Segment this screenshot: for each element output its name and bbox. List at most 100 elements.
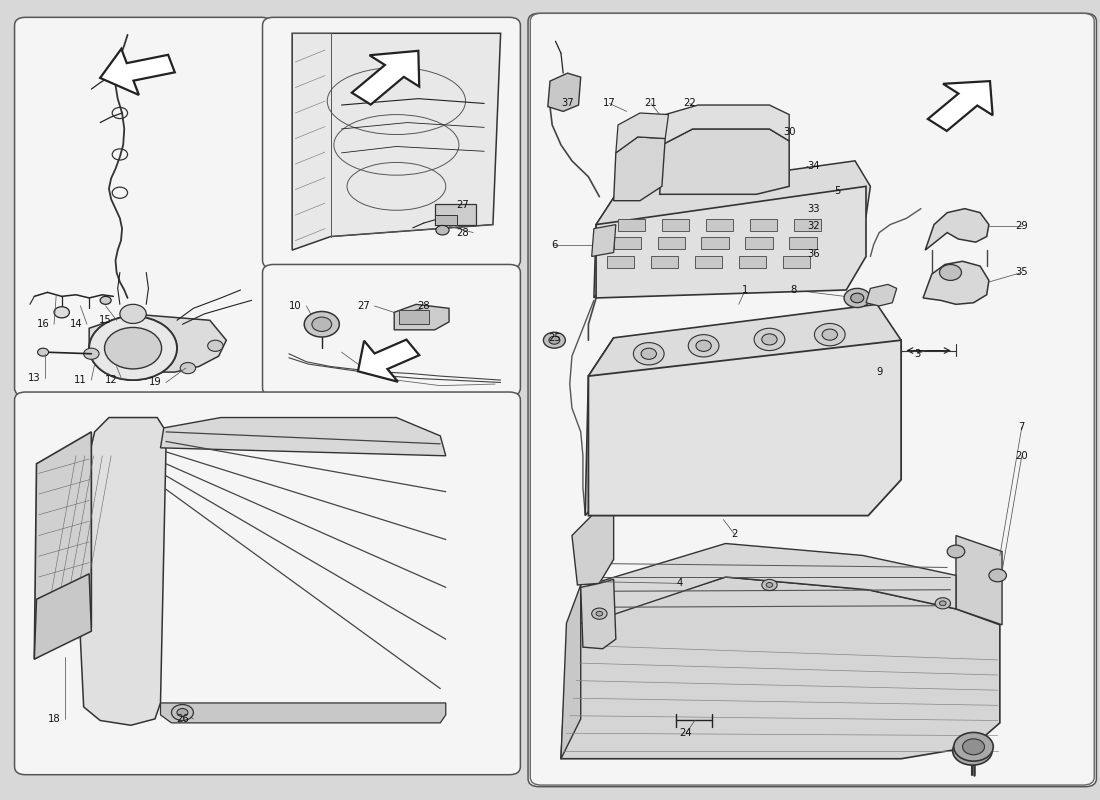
Bar	[706, 219, 734, 231]
Bar	[793, 219, 821, 231]
Text: 28: 28	[418, 301, 430, 311]
Polygon shape	[585, 338, 616, 515]
Circle shape	[592, 608, 607, 619]
Bar	[695, 257, 723, 269]
Polygon shape	[80, 418, 166, 726]
Text: 1: 1	[742, 285, 748, 295]
Text: 10: 10	[289, 301, 301, 311]
Polygon shape	[100, 49, 175, 95]
Circle shape	[596, 611, 603, 616]
FancyBboxPatch shape	[14, 392, 520, 774]
Circle shape	[961, 743, 983, 758]
Polygon shape	[614, 137, 666, 201]
Circle shape	[939, 601, 946, 606]
Bar	[614, 237, 641, 249]
Circle shape	[543, 332, 565, 348]
Polygon shape	[581, 579, 616, 649]
Polygon shape	[928, 81, 992, 131]
Bar	[739, 257, 767, 269]
Text: 27: 27	[358, 301, 370, 311]
Polygon shape	[561, 577, 1000, 758]
Text: 2: 2	[732, 529, 737, 539]
Circle shape	[180, 362, 196, 374]
Polygon shape	[616, 113, 669, 153]
Bar	[434, 204, 476, 225]
Polygon shape	[660, 129, 789, 194]
Circle shape	[989, 569, 1006, 582]
Polygon shape	[925, 209, 989, 250]
Polygon shape	[596, 186, 866, 298]
Bar	[662, 219, 690, 231]
Circle shape	[177, 709, 188, 717]
Polygon shape	[588, 304, 901, 376]
Circle shape	[634, 342, 664, 365]
Text: 27: 27	[455, 200, 469, 210]
Circle shape	[822, 329, 837, 340]
Text: 20: 20	[1015, 451, 1028, 461]
Circle shape	[84, 348, 99, 359]
Polygon shape	[572, 508, 614, 585]
Polygon shape	[161, 703, 446, 723]
Text: 33: 33	[807, 204, 820, 214]
Text: 3: 3	[914, 349, 921, 358]
Circle shape	[208, 340, 223, 351]
Polygon shape	[561, 585, 581, 758]
Circle shape	[104, 327, 162, 369]
Polygon shape	[592, 225, 616, 257]
Polygon shape	[352, 51, 419, 105]
FancyBboxPatch shape	[528, 14, 1097, 786]
Bar	[782, 257, 810, 269]
Circle shape	[755, 328, 784, 350]
Polygon shape	[89, 314, 227, 372]
Circle shape	[762, 334, 777, 345]
Text: 24: 24	[680, 728, 692, 738]
Bar	[434, 215, 456, 225]
Bar	[398, 310, 429, 324]
Circle shape	[689, 334, 719, 357]
Circle shape	[844, 288, 870, 307]
Bar	[750, 219, 777, 231]
Circle shape	[762, 579, 777, 590]
Circle shape	[104, 327, 162, 369]
FancyBboxPatch shape	[14, 18, 273, 396]
Polygon shape	[596, 161, 870, 225]
Circle shape	[305, 311, 339, 337]
Circle shape	[120, 304, 146, 323]
Text: 11: 11	[74, 375, 87, 385]
Circle shape	[814, 323, 845, 346]
Circle shape	[962, 739, 984, 754]
Polygon shape	[34, 574, 91, 659]
Polygon shape	[34, 432, 91, 659]
Text: 34: 34	[807, 162, 820, 171]
Text: 9: 9	[876, 367, 882, 377]
Text: 37: 37	[561, 98, 574, 109]
Text: 7: 7	[1019, 422, 1025, 432]
Text: 15: 15	[99, 315, 112, 326]
Text: 4: 4	[676, 578, 683, 588]
Circle shape	[953, 737, 992, 765]
Text: 6: 6	[551, 239, 558, 250]
Text: 29: 29	[1015, 222, 1028, 231]
Circle shape	[409, 310, 427, 322]
Circle shape	[89, 316, 177, 380]
Bar	[746, 237, 772, 249]
Polygon shape	[866, 285, 896, 306]
Bar	[651, 257, 679, 269]
Circle shape	[641, 348, 657, 359]
Circle shape	[436, 226, 449, 235]
Circle shape	[549, 336, 560, 344]
Text: 22: 22	[683, 98, 695, 109]
Circle shape	[37, 348, 48, 356]
Bar	[789, 237, 816, 249]
Bar	[618, 219, 646, 231]
Bar	[658, 237, 685, 249]
Circle shape	[947, 545, 965, 558]
Circle shape	[939, 265, 961, 281]
Circle shape	[172, 705, 194, 721]
Polygon shape	[588, 340, 901, 515]
Text: 32: 32	[807, 222, 820, 231]
Polygon shape	[548, 73, 581, 111]
Text: 19: 19	[148, 378, 162, 387]
Circle shape	[935, 598, 950, 609]
Text: 30: 30	[783, 127, 795, 137]
